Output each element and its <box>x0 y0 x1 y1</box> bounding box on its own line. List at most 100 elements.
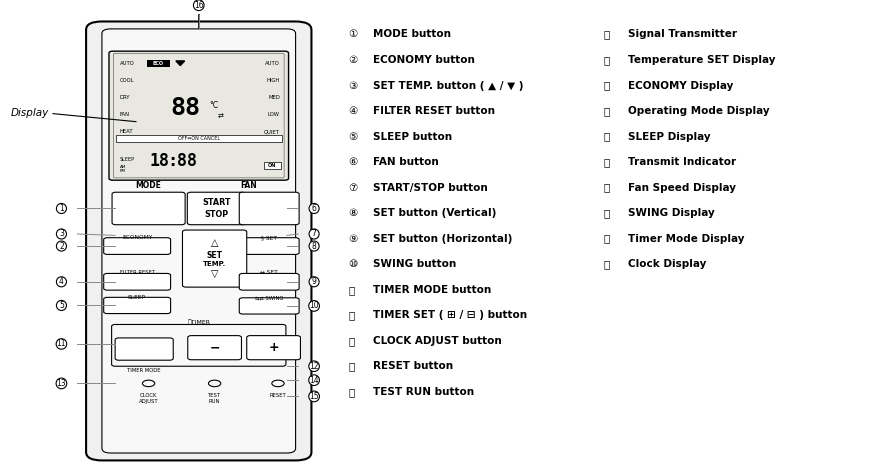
Text: °C: °C <box>210 101 218 110</box>
Text: CLOCK
ADJUST: CLOCK ADJUST <box>139 393 159 404</box>
Text: Clock Display: Clock Display <box>628 259 707 269</box>
Text: ②: ② <box>348 55 358 65</box>
FancyBboxPatch shape <box>115 338 174 360</box>
Text: 6: 6 <box>312 204 316 213</box>
Text: 16: 16 <box>194 1 204 10</box>
Text: ⇄: ⇄ <box>218 114 223 119</box>
Text: 8: 8 <box>312 241 316 251</box>
Text: START: START <box>202 198 231 207</box>
Text: +: + <box>269 341 279 354</box>
Text: SET button (Vertical): SET button (Vertical) <box>373 208 496 218</box>
Text: FILTER RESET button: FILTER RESET button <box>373 106 495 116</box>
Text: STOP: STOP <box>204 210 228 219</box>
Text: HEAT: HEAT <box>120 130 133 134</box>
Text: 10: 10 <box>309 302 319 310</box>
Text: SLEEP: SLEEP <box>120 157 135 162</box>
FancyBboxPatch shape <box>240 192 300 225</box>
Text: MODE button: MODE button <box>373 29 451 40</box>
Text: HIGH: HIGH <box>267 78 280 83</box>
Text: FAN: FAN <box>241 181 257 190</box>
Text: RESET button: RESET button <box>373 361 453 371</box>
Text: Timer Mode Display: Timer Mode Display <box>628 233 744 244</box>
Text: 3: 3 <box>59 229 64 239</box>
FancyBboxPatch shape <box>247 336 300 360</box>
Text: ⑱: ⑱ <box>603 81 610 90</box>
Text: ⑩: ⑩ <box>348 259 358 269</box>
Text: SLEEP: SLEEP <box>128 295 146 300</box>
Text: SWING Display: SWING Display <box>628 208 715 218</box>
Text: ⑳: ⑳ <box>603 131 610 142</box>
Text: ③: ③ <box>348 81 358 90</box>
FancyBboxPatch shape <box>109 51 289 180</box>
Text: ⇆⇄ SWING: ⇆⇄ SWING <box>255 295 284 300</box>
Text: 2: 2 <box>59 241 63 251</box>
Text: CLOCK ADJUST button: CLOCK ADJUST button <box>373 336 502 346</box>
Text: ⑬: ⑬ <box>348 336 355 346</box>
Text: SLEEP button: SLEEP button <box>373 131 452 142</box>
Text: SWING button: SWING button <box>373 259 456 269</box>
Text: ON: ON <box>268 163 277 168</box>
Text: ⑦: ⑦ <box>348 183 358 192</box>
Text: ECONOMY: ECONOMY <box>122 235 152 240</box>
Text: ECONOMY button: ECONOMY button <box>373 55 475 65</box>
Text: MED: MED <box>268 95 280 100</box>
Text: TIMER SET ( ⊞ / ⊟ ) button: TIMER SET ( ⊞ / ⊟ ) button <box>373 310 527 320</box>
Text: ⑯: ⑯ <box>603 29 610 40</box>
Text: ⑥: ⑥ <box>348 157 358 167</box>
Text: Operating Mode Display: Operating Mode Display <box>628 106 770 116</box>
Text: 15: 15 <box>309 392 319 401</box>
Text: § SET: § SET <box>262 235 278 240</box>
Text: RESET: RESET <box>270 393 286 398</box>
FancyBboxPatch shape <box>112 192 185 225</box>
FancyBboxPatch shape <box>188 336 241 360</box>
Text: 11: 11 <box>56 339 66 349</box>
FancyBboxPatch shape <box>188 192 246 225</box>
Text: 88: 88 <box>177 152 196 170</box>
Text: SET button (Horizontal): SET button (Horizontal) <box>373 233 513 244</box>
Text: 13: 13 <box>56 379 66 388</box>
Text: 7: 7 <box>312 229 316 239</box>
Text: ⑧: ⑧ <box>348 208 358 218</box>
Text: ⑮: ⑮ <box>348 387 355 397</box>
Text: ↔ SET: ↔ SET <box>260 270 278 275</box>
Text: LOW: LOW <box>268 112 280 117</box>
Text: SET: SET <box>207 251 223 260</box>
Text: Temperature SET Display: Temperature SET Display <box>628 55 776 65</box>
Text: DRY: DRY <box>120 95 130 100</box>
Text: 18: 18 <box>150 152 169 170</box>
Text: TEMP.: TEMP. <box>203 260 226 267</box>
Text: ECONOMY Display: ECONOMY Display <box>628 81 734 90</box>
Text: TIMER MODE button: TIMER MODE button <box>373 285 492 295</box>
Text: ⑴: ⑴ <box>603 157 610 167</box>
Text: ⑫: ⑫ <box>348 310 355 320</box>
Text: ⑲: ⑲ <box>603 106 610 116</box>
FancyBboxPatch shape <box>240 238 300 254</box>
Text: ①: ① <box>348 29 358 40</box>
Polygon shape <box>176 61 185 66</box>
Text: ⑤: ⑤ <box>348 131 358 142</box>
Text: ⑨: ⑨ <box>348 233 358 244</box>
Text: AUTO: AUTO <box>120 61 134 66</box>
Text: SET TEMP. button ( ▲ / ▼ ): SET TEMP. button ( ▲ / ▼ ) <box>373 81 523 90</box>
FancyBboxPatch shape <box>240 274 300 290</box>
Text: OFF⇔ON CANCEL: OFF⇔ON CANCEL <box>178 136 220 141</box>
Text: ⑪: ⑪ <box>348 285 355 295</box>
Text: ECO: ECO <box>152 61 164 66</box>
Text: ⑶: ⑶ <box>603 208 610 218</box>
Text: AM: AM <box>120 164 126 169</box>
Text: ⑸: ⑸ <box>603 259 610 269</box>
Text: 1: 1 <box>59 204 63 213</box>
Text: 12: 12 <box>309 362 319 371</box>
Text: ⑰: ⑰ <box>603 55 610 65</box>
Text: QUIET: QUIET <box>264 130 280 134</box>
Text: 14: 14 <box>309 376 319 384</box>
FancyBboxPatch shape <box>182 230 247 287</box>
Text: TEST RUN button: TEST RUN button <box>373 387 474 397</box>
Text: TIMER MODE: TIMER MODE <box>128 369 161 373</box>
Text: ▽: ▽ <box>211 269 218 279</box>
Text: Display: Display <box>11 109 49 118</box>
Text: PM: PM <box>120 169 125 173</box>
FancyBboxPatch shape <box>240 298 300 314</box>
Text: 88: 88 <box>170 96 200 120</box>
Text: MODE: MODE <box>136 181 161 190</box>
